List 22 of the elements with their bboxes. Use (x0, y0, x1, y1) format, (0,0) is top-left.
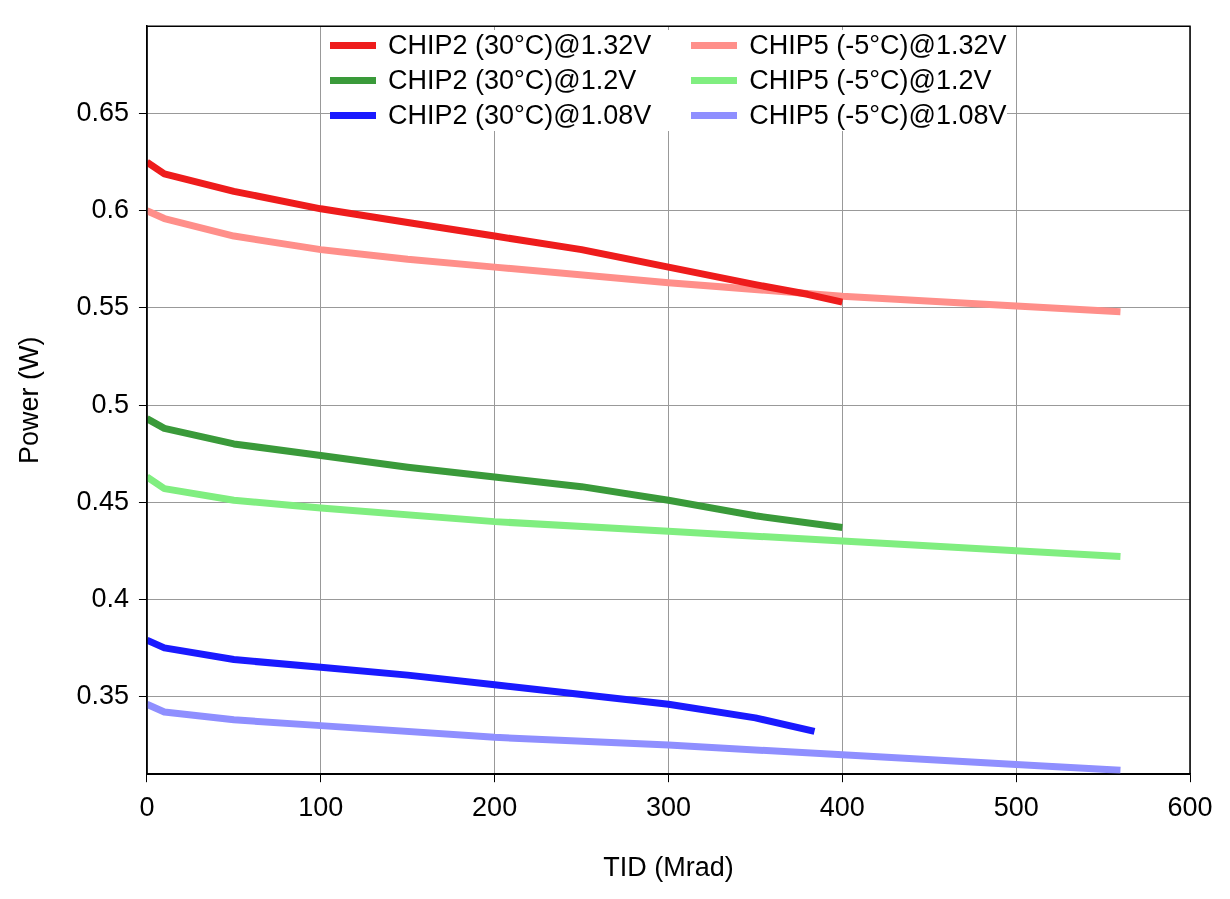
legend-label: CHIP5 (-5°C)@1.32V (749, 30, 1007, 62)
y-tick-label: 0.45 (76, 485, 129, 516)
x-tick-label: 500 (993, 791, 1039, 822)
x-tick-label: 0 (139, 791, 155, 822)
legend-label: CHIP2 (30°C)@1.32V (387, 30, 652, 62)
y-tick-label: 0.55 (76, 291, 129, 322)
y-tick-label: 0.5 (91, 388, 129, 419)
x-tick-label: 600 (1167, 791, 1213, 822)
x-tick-label: 300 (645, 791, 692, 822)
x-tick-label: 400 (819, 791, 865, 822)
x-axis-title: TID (Mrad) (603, 852, 734, 883)
x-tick-label: 200 (472, 791, 518, 822)
x-tick-label: 100 (298, 791, 344, 822)
y-axis-title: Power (W) (13, 336, 44, 464)
legend-label: CHIP5 (-5°C)@1.08V (749, 100, 1007, 132)
y-tick-label: 0.35 (76, 679, 129, 710)
legend-label: CHIP2 (30°C)@1.2V (387, 65, 637, 97)
legend-label: CHIP5 (-5°C)@1.2V (749, 65, 992, 97)
y-tick-label: 0.4 (91, 582, 129, 613)
y-tick-label: 0.65 (76, 97, 129, 128)
legend-label: CHIP2 (30°C)@1.08V (387, 100, 652, 132)
y-tick-label: 0.6 (91, 194, 129, 225)
